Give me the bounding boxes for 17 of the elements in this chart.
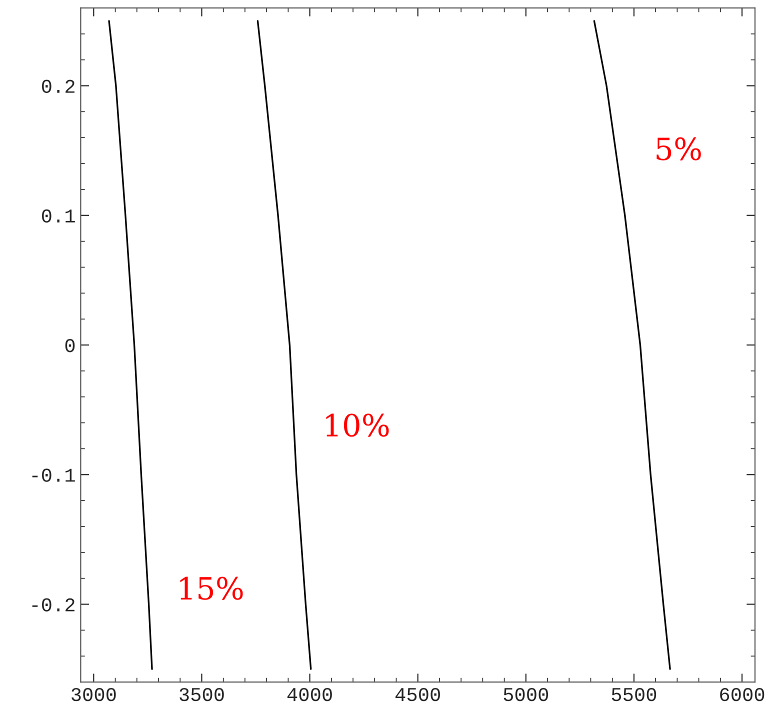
line-series (108, 20, 153, 670)
y-tick-label: -0.1 (32, 468, 75, 482)
series-label: 10% (326, 414, 389, 437)
x-tick-label: 4500 (395, 688, 440, 702)
line-series (256, 20, 312, 670)
x-tick-label: 5500 (612, 688, 656, 702)
x-tick-label: 3500 (180, 688, 224, 702)
y-tick-label: 0.1 (42, 209, 75, 223)
x-tick-label: 6000 (720, 688, 764, 702)
series-label: 15% (180, 576, 243, 600)
y-tick-label: 0.2 (42, 80, 74, 93)
y-tick-label: -0.2 (32, 598, 74, 612)
x-tick-label: 3000 (72, 688, 116, 702)
series-label: 5% (656, 137, 701, 160)
x-tick-label: 4000 (287, 688, 332, 702)
x-tick-label: 5000 (504, 688, 548, 702)
y-tick-label: 0 (65, 339, 75, 352)
